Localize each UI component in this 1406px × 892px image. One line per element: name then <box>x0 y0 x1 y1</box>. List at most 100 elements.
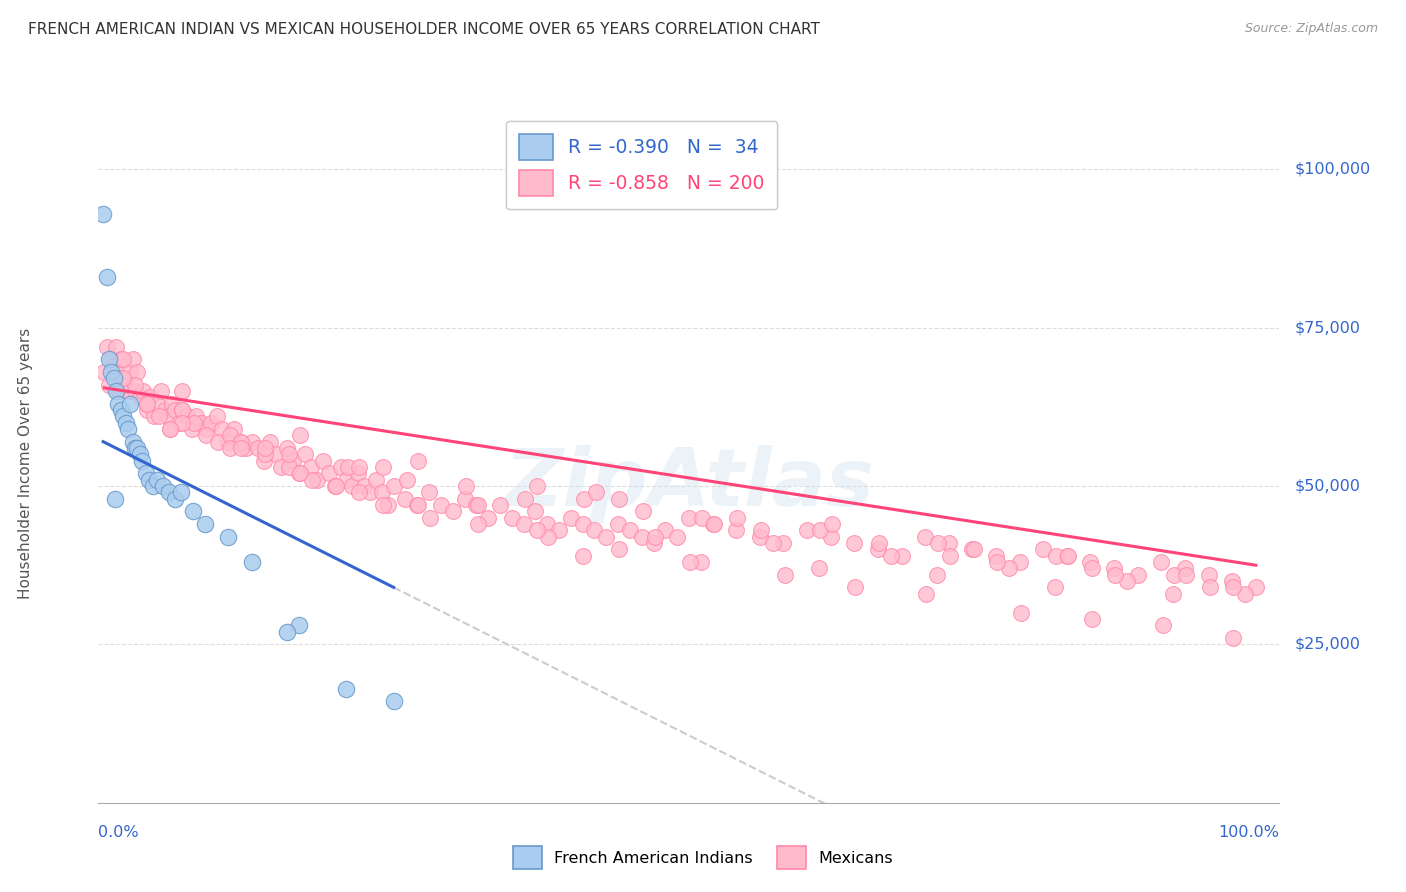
Point <box>183 416 205 430</box>
Text: $100,000: $100,000 <box>1295 161 1371 177</box>
Point <box>128 447 150 461</box>
Point <box>419 510 441 524</box>
Point <box>537 530 560 544</box>
Point <box>395 473 418 487</box>
Point <box>560 510 582 524</box>
Point <box>526 524 548 538</box>
Point <box>114 377 136 392</box>
Point <box>148 409 170 424</box>
Point <box>1116 574 1139 588</box>
Point <box>1150 555 1173 569</box>
Point <box>1163 567 1185 582</box>
Point <box>342 479 364 493</box>
Point <box>290 467 312 481</box>
Point <box>1057 549 1080 563</box>
Point <box>353 479 375 493</box>
Text: 0.0%: 0.0% <box>98 825 139 840</box>
Point <box>1056 549 1078 563</box>
Point <box>1080 555 1102 569</box>
Point <box>702 516 724 531</box>
Point <box>489 498 512 512</box>
Point <box>217 530 239 544</box>
Point <box>110 403 132 417</box>
Text: 100.0%: 100.0% <box>1219 825 1279 840</box>
Point <box>290 428 312 442</box>
Point <box>336 460 359 475</box>
Point <box>666 530 689 544</box>
Point <box>305 473 328 487</box>
Point <box>572 491 595 506</box>
Point <box>467 516 489 531</box>
Point <box>240 555 263 569</box>
Point <box>277 460 299 475</box>
Point <box>181 504 204 518</box>
Point <box>207 434 229 449</box>
Point <box>595 530 617 544</box>
Point <box>159 422 181 436</box>
Point <box>218 441 240 455</box>
Point <box>418 485 440 500</box>
Point <box>229 434 252 449</box>
Point <box>607 542 630 557</box>
Point <box>630 530 652 544</box>
Point <box>231 441 253 455</box>
Point <box>253 453 276 467</box>
Point <box>218 428 240 442</box>
Point <box>512 516 534 531</box>
Point <box>240 434 263 449</box>
Point <box>1045 549 1067 563</box>
Point <box>194 516 217 531</box>
Point <box>820 530 842 544</box>
Point <box>536 516 558 531</box>
Point <box>104 491 127 506</box>
Point <box>318 467 340 481</box>
Point <box>938 536 960 550</box>
Point <box>371 460 394 475</box>
Point <box>205 409 228 424</box>
Point <box>329 460 352 475</box>
Point <box>382 694 405 708</box>
Point <box>299 460 322 475</box>
Point <box>107 384 129 398</box>
Point <box>1008 555 1031 569</box>
Point <box>643 536 665 550</box>
Point <box>984 549 1007 563</box>
Point <box>1244 581 1267 595</box>
Point <box>217 434 239 449</box>
Point <box>408 453 430 467</box>
Point <box>821 516 844 531</box>
Point <box>430 498 453 512</box>
Point <box>120 365 142 379</box>
Text: $25,000: $25,000 <box>1295 637 1361 652</box>
Point <box>142 479 165 493</box>
Point <box>571 549 593 563</box>
Point <box>190 416 212 430</box>
Point <box>349 460 371 475</box>
Point <box>1175 567 1198 582</box>
Legend: French American Indians, Mexicans: French American Indians, Mexicans <box>506 839 900 875</box>
Point <box>288 618 311 632</box>
Point <box>91 206 114 220</box>
Point <box>1043 581 1066 595</box>
Point <box>165 491 187 506</box>
Point <box>513 491 536 506</box>
Point <box>172 403 194 417</box>
Point <box>335 473 357 487</box>
Point <box>880 549 903 563</box>
Point <box>406 498 429 512</box>
Point <box>925 567 948 582</box>
Point <box>180 422 202 436</box>
Point <box>128 390 150 404</box>
Point <box>165 403 187 417</box>
Point <box>998 561 1021 575</box>
Point <box>962 542 984 557</box>
Point <box>93 365 115 379</box>
Point <box>132 384 155 398</box>
Point <box>571 516 593 531</box>
Point <box>690 510 713 524</box>
Text: FRENCH AMERICAN INDIAN VS MEXICAN HOUSEHOLDER INCOME OVER 65 YEARS CORRELATION C: FRENCH AMERICAN INDIAN VS MEXICAN HOUSEH… <box>28 22 820 37</box>
Point <box>1234 587 1257 601</box>
Point <box>112 409 135 424</box>
Point <box>347 467 370 481</box>
Point <box>105 384 128 398</box>
